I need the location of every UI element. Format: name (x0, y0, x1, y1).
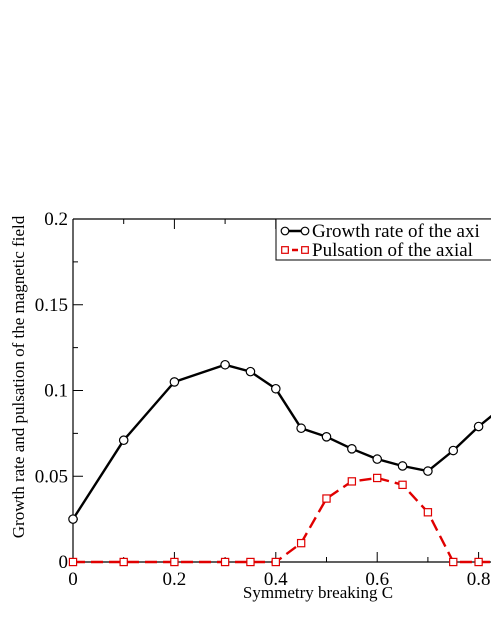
y-axis-label: Growth rate and pulsation of the magneti… (9, 215, 28, 538)
y-tick-label: 0.15 (35, 295, 68, 316)
data-point-circle (270, 383, 281, 394)
y-tick-label: 0.05 (35, 466, 68, 487)
data-point-circle (118, 435, 129, 446)
legend-label: Growth rate of the axi (312, 221, 480, 242)
data-point-circle (397, 461, 408, 471)
data-point-circle (448, 445, 459, 456)
x-tick-label: 0.8 (467, 569, 491, 590)
data-point-circle (169, 377, 180, 387)
data-point-square (322, 494, 331, 503)
data-point-square (271, 557, 281, 567)
data-point-square (220, 557, 230, 567)
series-line (71, 363, 491, 520)
data-point-square (449, 557, 458, 567)
data-point-square (170, 557, 179, 567)
x-tick-label: 0.6 (365, 569, 389, 590)
legend-marker (280, 226, 290, 236)
axes: 0 0.05 0.1 0.15 0.2 0 0.2 0.4 0.6 0.8 (35, 209, 491, 590)
data-point-square (347, 477, 357, 486)
data-point-circle (423, 466, 433, 476)
data-point-circle (245, 366, 256, 377)
y-tick-label: 0.2 (44, 209, 68, 230)
data-point-square (474, 557, 483, 567)
y-tick-label: 0 (59, 552, 69, 573)
data-point-circle (347, 444, 357, 454)
data-point-circle (220, 359, 230, 370)
series-layer (68, 359, 491, 567)
data-point-circle (296, 423, 306, 434)
legend-item: Growth rate of the axi (280, 221, 480, 242)
x-tick-label: 0 (68, 569, 78, 590)
data-point-square (119, 557, 128, 567)
data-point-square (423, 508, 433, 517)
x-axis-label: Symmetry breaking C (243, 583, 393, 602)
data-point-square (68, 557, 78, 567)
legend-label: Pulsation of the axial (312, 240, 473, 261)
legend-marker (281, 246, 289, 254)
data-point-circle (321, 432, 332, 442)
x-tick-label: 0.4 (264, 569, 288, 590)
data-point-circle (372, 454, 382, 464)
series-growth-rate (68, 359, 491, 524)
data-point-square (373, 473, 382, 483)
legend-item: Pulsation of the axial (281, 240, 473, 261)
data-point-square (398, 480, 407, 490)
series-line (73, 476, 491, 564)
legend-marker (300, 226, 310, 236)
x-tick-label: 0.2 (163, 569, 187, 590)
series-pulsation (68, 473, 491, 567)
data-point-square (246, 557, 255, 567)
y-tick-label: 0.1 (44, 381, 68, 402)
legend-box (275, 218, 491, 261)
data-point-circle (68, 514, 78, 524)
data-point-circle (473, 421, 484, 432)
data-point-square (296, 538, 306, 548)
legend-marker (301, 246, 309, 254)
